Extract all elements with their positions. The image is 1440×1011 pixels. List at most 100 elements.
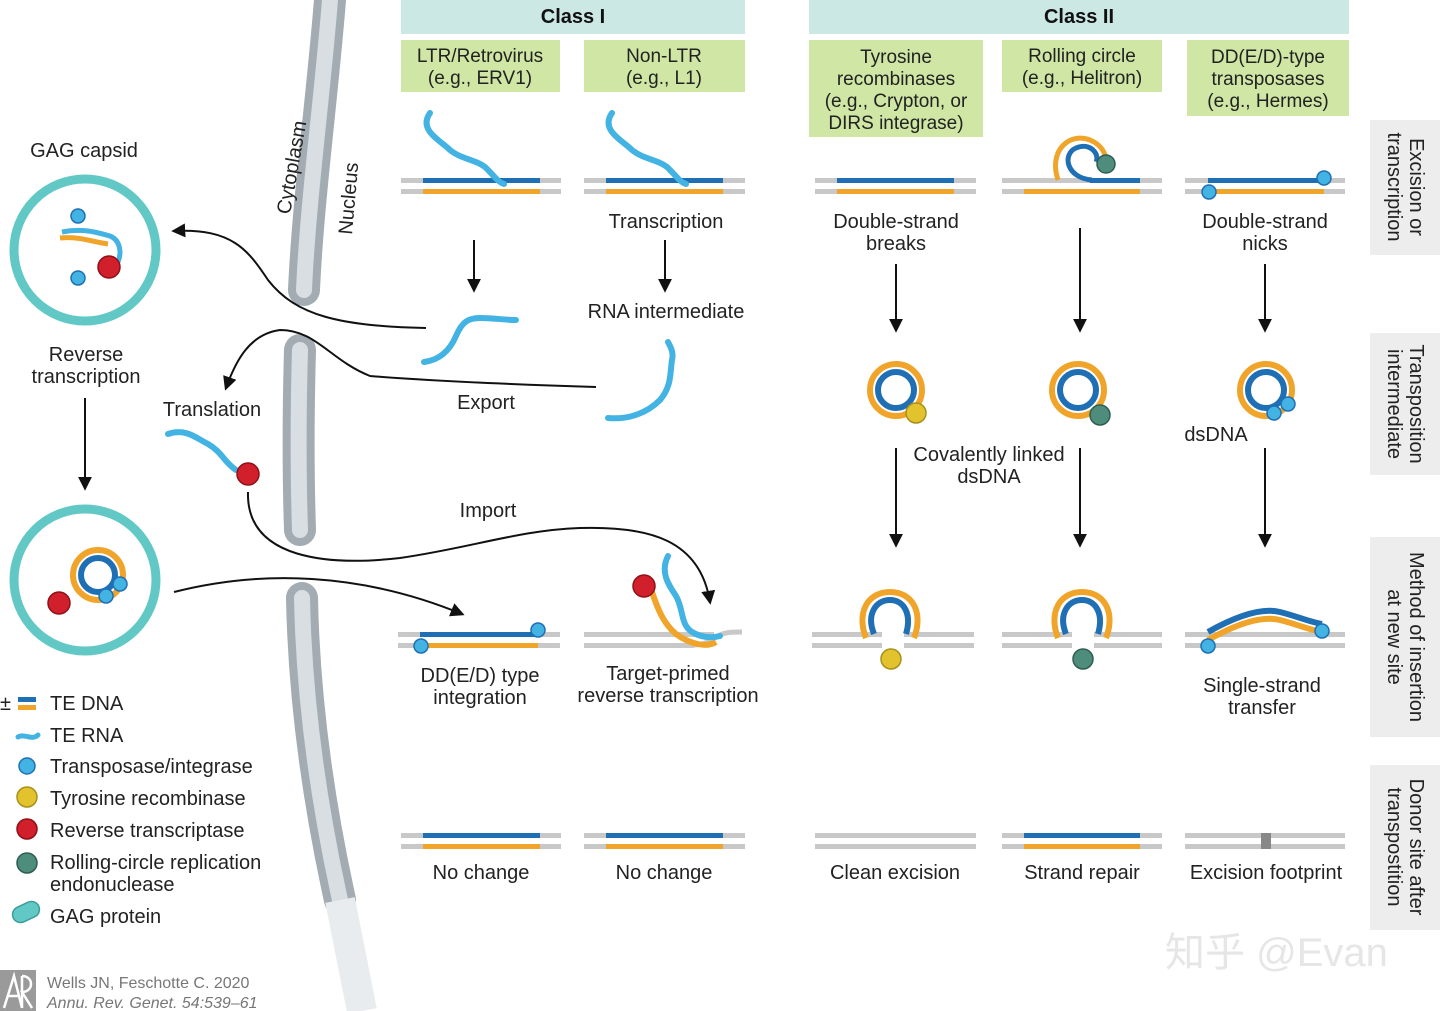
publisher-logo <box>0 970 36 1011</box>
legend-te-rna-text: TE RNA <box>50 725 124 747</box>
import-label: Import <box>460 500 517 522</box>
transposase-icon <box>18 757 36 775</box>
subheader-dde: DD(E/D)-type transposases (e.g., Hermes) <box>1187 40 1349 116</box>
gag-capsid-top <box>9 174 161 326</box>
reverse-transcriptase-protein <box>236 462 260 486</box>
ltr-label: LTR/Retrovirus <box>417 46 543 67</box>
nonltr-label: Non-LTR <box>626 46 702 67</box>
rolling-element-dna <box>1002 135 1162 194</box>
watermark: 知乎 @Evan <box>1165 931 1388 975</box>
strand-repair-label: Strand repair <box>1024 862 1140 884</box>
double-strand-breaks-label-1: Double-strand <box>833 211 959 233</box>
export-arrow-to-capsid <box>171 223 427 329</box>
te-dna-icon <box>18 697 36 702</box>
side-row3-line2: at new site <box>1383 589 1405 685</box>
rolling-circular-intermediate <box>1049 361 1111 426</box>
tprt-label-2: reverse transcription <box>577 685 758 707</box>
side-row2-line1: Transposition <box>1405 344 1427 463</box>
capsid-to-integration-arrow <box>173 577 465 617</box>
legend-te-dna-prefix: ± <box>0 693 11 715</box>
citation-line-1: Wells JN, Feschotte C. 2020 <box>47 975 250 992</box>
ltr-element-dna <box>401 110 561 194</box>
gag-capsid-label: GAG capsid <box>30 140 138 162</box>
covalently-linked-label-1: Covalently linked <box>913 444 1064 466</box>
rolling-circle-endonuclease-icon <box>16 852 38 874</box>
class-i-header: Class I <box>401 0 745 34</box>
legend-rt: Reverse transcriptase <box>16 818 245 842</box>
legend-gag: GAG protein <box>11 900 161 928</box>
tyrosine-label-3: (e.g., Crypton, or <box>825 91 968 112</box>
double-strand-breaks-label-2: breaks <box>866 233 926 255</box>
side-row2-line2: intermediate <box>1383 349 1405 459</box>
single-strand-transfer-label-2: transfer <box>1228 697 1296 719</box>
legend-rc-endo-text: Rolling-circle replication <box>50 852 261 874</box>
dde-strand-transfer-graphic <box>1185 607 1345 654</box>
legend-transposase: Transposase/integrase <box>18 756 253 778</box>
rolling-label: Rolling circle <box>1028 46 1136 67</box>
tyrosine-element-dna <box>815 178 976 194</box>
dsdna-label: dsDNA <box>1184 424 1248 446</box>
tyrosine-insertion-graphic <box>812 588 974 670</box>
subheader-rolling: Rolling circle (e.g., Helitron) <box>1002 40 1162 92</box>
rolling-insertion-graphic <box>1002 588 1162 670</box>
rna-intermediate-label: RNA intermediate <box>588 301 745 323</box>
import-arrow <box>246 491 716 605</box>
citation-line-2: Annu. Rev. Genet. 54:539–61 <box>46 995 258 1011</box>
class-ii-title: Class II <box>1044 6 1114 28</box>
dde-integration-label-2: integration <box>433 687 526 709</box>
dde-circular-intermediate <box>1237 361 1296 421</box>
legend-te-rna: TE RNA <box>15 725 124 747</box>
tyrosine-label-2: recombinases <box>837 69 955 90</box>
clean-excision-label: Clean excision <box>830 862 960 884</box>
nuclear-membrane <box>282 0 377 1011</box>
legend-rt-text: Reverse transcriptase <box>50 820 245 842</box>
subheader-nonltr: Non-LTR (e.g., L1) <box>584 40 745 92</box>
tyrosine-label-4: DIRS integrase) <box>828 113 963 134</box>
legend-tyrosine: Tyrosine recombinase <box>16 786 246 810</box>
dde-element-dna <box>1185 170 1345 200</box>
nonltr-example: (e.g., L1) <box>626 68 702 89</box>
tyrosine-recombinase-icon <box>16 786 38 808</box>
reverse-transcription-label-2: transcription <box>32 366 141 388</box>
export-label: Export <box>457 392 515 414</box>
side-row3-line1: Method of insertion <box>1405 552 1427 722</box>
nonltr-element-dna <box>584 110 745 194</box>
no-change-label-1: No change <box>433 862 530 884</box>
side-row1-line1: Excision or <box>1405 138 1427 236</box>
transcription-label: Transcription <box>609 211 724 233</box>
legend: ± TE DNA TE RNA Transposase/integrase Ty… <box>0 693 261 928</box>
legend-rc-endo: Rolling-circle replication endonuclease <box>16 852 261 896</box>
dde-integration-label-1: DD(E/D) type <box>421 665 540 687</box>
tyrosine-circular-intermediate <box>867 361 927 424</box>
covalently-linked-label-2: dsDNA <box>957 466 1021 488</box>
side-label-row1: Excision or transcription <box>1370 120 1440 255</box>
donor-nonltr <box>584 833 745 849</box>
side-row1-line2: transcription <box>1383 133 1405 242</box>
reverse-transcription-label-1: Reverse <box>49 344 123 366</box>
gag-capsid-bottom <box>9 504 161 656</box>
legend-te-dna: ± TE DNA <box>0 693 124 715</box>
reverse-transcriptase-icon <box>16 818 38 840</box>
dde-example: (e.g., Hermes) <box>1207 91 1328 112</box>
side-row4-line2: transpostition <box>1383 788 1405 907</box>
legend-tyrosine-text: Tyrosine recombinase <box>50 788 246 810</box>
double-strand-nicks-label-1: Double-strand <box>1202 211 1328 233</box>
te-rna-icon <box>15 732 41 740</box>
donor-dde <box>1185 833 1345 849</box>
subheader-ltr: LTR/Retrovirus (e.g., ERV1) <box>401 40 560 92</box>
tyrosine-label-1: Tyrosine <box>860 47 932 68</box>
rolling-example: (e.g., Helitron) <box>1022 68 1142 89</box>
class-ii-header: Class II <box>809 0 1349 34</box>
side-label-row4: Donor site after transpostition <box>1370 765 1440 930</box>
legend-gag-text: GAG protein <box>50 906 161 928</box>
donor-ltr <box>401 833 561 849</box>
legend-rc-endo-text2: endonuclease <box>50 874 175 896</box>
gag-protein-icon <box>11 900 41 924</box>
double-strand-nicks-label-2: nicks <box>1242 233 1288 255</box>
side-label-row3: Method of insertion at new site <box>1370 537 1440 737</box>
excision-footprint-label: Excision footprint <box>1190 862 1343 884</box>
dde-label-1: DD(E/D)-type <box>1211 47 1325 68</box>
ltr-example: (e.g., ERV1) <box>428 68 532 89</box>
side-row4-line1: Donor site after <box>1405 779 1427 916</box>
